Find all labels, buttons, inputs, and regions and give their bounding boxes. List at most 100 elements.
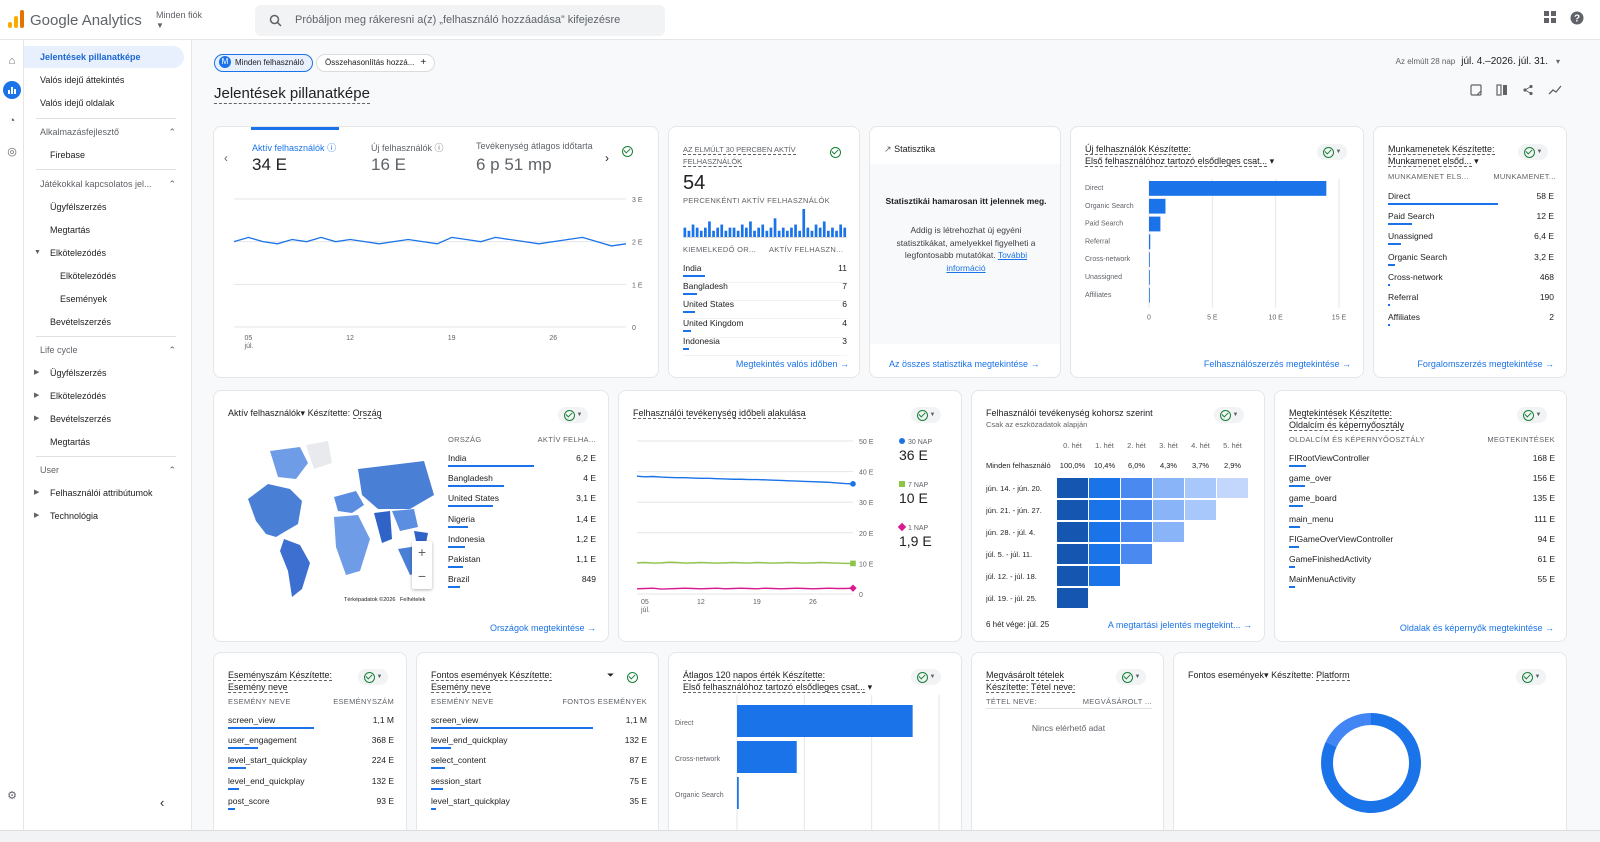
insights-heading: Statisztikái hamarosan itt jelennek meg. bbox=[885, 196, 1047, 206]
sidebar-item-events[interactable]: Események bbox=[60, 294, 108, 304]
chevron-left-icon[interactable]: ‹ bbox=[224, 151, 228, 165]
account-selector[interactable]: Minden fiók ▼ bbox=[156, 10, 202, 30]
pages-screens-link[interactable]: Oldalak és képernyők megtekintése → bbox=[1400, 623, 1554, 633]
bar bbox=[1149, 198, 1166, 214]
all-insights-link[interactable]: Az összes statisztika megtekintése → bbox=[889, 359, 1040, 369]
dimension-label: Első felhasználóhoz tartozó elsődleges c… bbox=[1085, 156, 1268, 167]
key-events-title: Fontos események Készítette: bbox=[431, 669, 553, 681]
sidebar-item-engagement-group[interactable]: ▼ Elkötelezódés bbox=[24, 242, 184, 264]
table-row: India 11 bbox=[683, 263, 847, 283]
row-value: 111 E bbox=[1534, 513, 1555, 524]
filter-icon[interactable]: ⏷ bbox=[607, 670, 615, 680]
metric-tab-active-users[interactable]: Aktív felhasználók ⓘ bbox=[252, 141, 336, 154]
advertising-icon[interactable]: ◎ bbox=[7, 145, 17, 158]
minute-bar bbox=[822, 221, 826, 237]
verified-check-dropdown[interactable]: ▼ bbox=[1317, 144, 1347, 160]
help-icon[interactable]: ? bbox=[1570, 11, 1584, 28]
verified-check-dropdown[interactable]: ▼ bbox=[558, 407, 588, 423]
sidebar-item-acquisition[interactable]: Ügyfélszerzés bbox=[50, 202, 107, 212]
verified-check-dropdown[interactable]: ▼ bbox=[1517, 407, 1547, 423]
row-value: 87 E bbox=[629, 755, 648, 766]
verified-check-icon[interactable] bbox=[826, 144, 844, 160]
sidebar-item-realtime-pages[interactable]: Valós idejű oldalak bbox=[40, 98, 115, 108]
row-value: 132 E bbox=[624, 735, 647, 746]
table-row: United States 6 bbox=[683, 299, 847, 320]
edit-note-icon[interactable] bbox=[1470, 84, 1482, 96]
verified-check-dropdown[interactable]: ▼ bbox=[1116, 669, 1146, 685]
sidebar-item-monetization[interactable]: Bevételszerzés bbox=[50, 317, 112, 327]
by-label: Készítette: bbox=[307, 408, 351, 418]
sidebar-item-technology[interactable]: ▶ Technológia bbox=[24, 505, 184, 527]
ltv-dimension-selector[interactable]: Első felhasználóhoz tartozó elsődleges c… bbox=[683, 681, 872, 693]
reports-icon[interactable] bbox=[3, 81, 21, 99]
new-users-dimension-selector[interactable]: Első felhasználóhoz tartozó elsődleges c… bbox=[1085, 155, 1274, 167]
sidebar-section-games[interactable]: Játékokkal kapcsolatos jel... ⌃ bbox=[24, 173, 184, 195]
sidebar-item-lc-engagement[interactable]: ▶ Elkötelezódés bbox=[24, 385, 184, 407]
traffic-acquisition-link[interactable]: Forgalomszerzés megtekintése → bbox=[1417, 359, 1554, 369]
verified-check-dropdown[interactable]: ▼ bbox=[1516, 669, 1546, 685]
verified-check-icon[interactable] bbox=[618, 143, 636, 159]
sidebar-item-firebase[interactable]: Firebase bbox=[50, 150, 86, 160]
verified-check-dropdown[interactable]: ▼ bbox=[911, 669, 941, 685]
metric-tab-avg-engagement[interactable]: Tevékenység átlagos időtarta bbox=[476, 141, 593, 151]
zoom-out-minus-icon[interactable]: − bbox=[417, 568, 427, 584]
sidebar-section-user[interactable]: User ⌃ bbox=[24, 459, 184, 481]
brand-name[interactable]: Google Analytics bbox=[30, 12, 142, 29]
chip-add-comparison[interactable]: Összehasonlítás hozzá... + bbox=[316, 54, 436, 72]
compare-icon[interactable] bbox=[1496, 84, 1508, 96]
settings-gear-icon[interactable]: ⚙ bbox=[7, 789, 17, 802]
view-realtime-link[interactable]: Megtekintés valós időben → bbox=[736, 359, 849, 369]
country-title[interactable]: Aktív felhasználók▾ Készítette: Ország bbox=[228, 407, 382, 419]
row-label: Nigeria bbox=[448, 513, 475, 524]
date-range-selector[interactable]: Az elmúlt 28 nap júl. 4.–2026. júl. 31. ▾ bbox=[1396, 56, 1560, 67]
share-icon[interactable] bbox=[1522, 84, 1534, 96]
search-input[interactable]: Próbáljon meg rákeresni a(z) „felhasznál… bbox=[255, 5, 665, 36]
minute-bar bbox=[806, 227, 810, 237]
ltv-title: Átlagos 120 napos érték Készítette: bbox=[683, 669, 826, 681]
sidebar-item-reports-snapshot[interactable]: Jelentések pillanatképe bbox=[24, 46, 184, 68]
insights-trend-icon[interactable] bbox=[1548, 84, 1562, 96]
series-end-marker bbox=[850, 481, 856, 487]
map-terms-link[interactable]: Felhételek bbox=[400, 597, 426, 603]
chevron-right-icon[interactable]: › bbox=[605, 151, 609, 165]
sidebar-item-realtime-overview[interactable]: Valós idejű áttekintés bbox=[40, 75, 125, 85]
row-bar bbox=[431, 727, 593, 729]
y-tick-label: 50 E bbox=[859, 439, 874, 446]
zoom-in-plus-icon[interactable]: + bbox=[417, 544, 427, 560]
verified-check-dropdown[interactable]: ▼ bbox=[358, 669, 388, 685]
x-tick-label: 19 bbox=[448, 335, 456, 342]
chip-all-users[interactable]: M Minden felhasználó bbox=[214, 54, 313, 72]
sidebar-item-engagement[interactable]: Elkötelezódés bbox=[60, 271, 117, 281]
apps-grid-icon[interactable] bbox=[1543, 10, 1557, 27]
more-info-link[interactable]: További információ bbox=[946, 250, 1028, 273]
sidebar-item-user-attributes[interactable]: ▶ Felhasználói attribútumok bbox=[24, 482, 184, 504]
table-row: screen_view 1,1 M bbox=[228, 715, 394, 735]
metric-tab-new-users[interactable]: Új felhasználók ⓘ bbox=[371, 141, 444, 154]
row-value: 6,4 E bbox=[1534, 231, 1554, 242]
view-countries-link[interactable]: Országok megtekintése → bbox=[490, 623, 596, 633]
sessions-dimension-selector[interactable]: Munkamenet elsőd... ▾ bbox=[1388, 155, 1479, 167]
verified-check-icon[interactable] bbox=[623, 669, 641, 685]
events-title: Eseményszám Készítette: bbox=[228, 669, 333, 681]
verified-check-dropdown[interactable]: ▼ bbox=[1214, 407, 1244, 423]
collapse-chevron-left-icon[interactable]: ‹ bbox=[160, 795, 165, 810]
cohort-cell bbox=[1089, 566, 1120, 586]
row-bar bbox=[1388, 203, 1499, 205]
sidebar-section-app-developer[interactable]: Alkalmazásfejlesztő ⌃ bbox=[24, 121, 184, 143]
explore-icon[interactable]: ◔ bbox=[8, 115, 16, 127]
retention-report-link[interactable]: A megtartási jelentés megtekint... → bbox=[1108, 620, 1252, 630]
minute-bar bbox=[683, 227, 687, 237]
home-icon[interactable]: ⌂ bbox=[8, 55, 16, 67]
verified-check-dropdown[interactable]: ▼ bbox=[911, 407, 941, 423]
row-label: Pakistan bbox=[448, 554, 481, 564]
user-acquisition-link[interactable]: Felhasználószerzés megtekintése → bbox=[1204, 359, 1351, 369]
sidebar-item-retention[interactable]: Megtartás bbox=[50, 225, 91, 235]
sidebar-item-lc-retention[interactable]: Megtartás bbox=[50, 437, 91, 447]
sidebar-section-lifecycle[interactable]: Life cycle ⌃ bbox=[24, 339, 184, 361]
date-range: júl. 4.–2026. júl. 31. bbox=[1461, 56, 1548, 67]
sidebar-item-lc-monetization[interactable]: ▶ Bevételszerzés bbox=[24, 408, 184, 430]
analytics-logo-icon[interactable] bbox=[8, 10, 24, 28]
sidebar-item-lc-acquisition[interactable]: ▶ Ügyfélszerzés bbox=[24, 362, 184, 384]
platform-title[interactable]: Fontos események▾ Készítette: Platform bbox=[1188, 669, 1350, 681]
verified-check-dropdown[interactable]: ▼ bbox=[1518, 144, 1548, 160]
